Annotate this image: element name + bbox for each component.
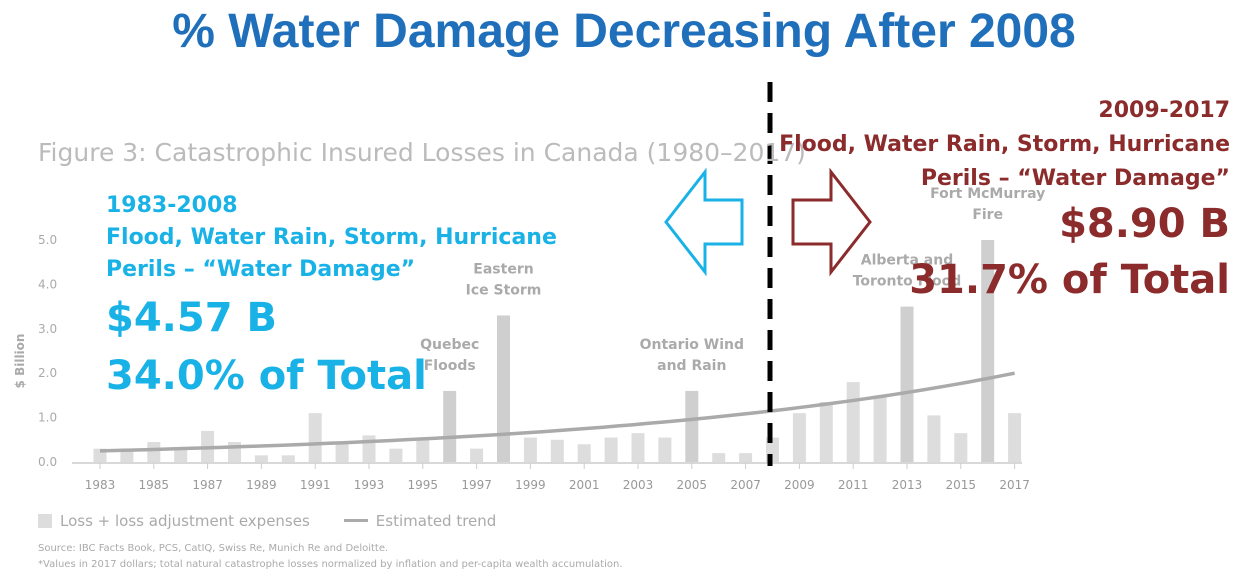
- x-tick-label: 2011: [838, 478, 869, 492]
- bar-1990: [281, 455, 295, 462]
- bar-1986: [174, 448, 188, 462]
- x-tick-label: 1985: [139, 478, 170, 492]
- x-tick-label: 1989: [246, 478, 277, 492]
- x-tick-label: 2007: [730, 478, 761, 492]
- x-tick-label: 1995: [408, 478, 439, 492]
- annotation-label: Floods: [424, 358, 476, 374]
- annotation-label: Fire: [972, 207, 1003, 223]
- y-axis-label: $ Billion: [13, 334, 27, 389]
- annotation-label: and Rain: [657, 358, 726, 374]
- bar-1998: [497, 315, 510, 462]
- bar-2000: [550, 439, 564, 462]
- left-share: 34.0% of Total: [106, 353, 427, 399]
- bar-2010: [819, 402, 833, 462]
- bar-2001: [577, 444, 591, 462]
- bar-1993: [362, 435, 376, 462]
- bar-1991: [308, 413, 322, 462]
- bar-1989: [254, 455, 268, 462]
- left-period-summary: 1983-2008 Flood, Water Rain, Storm, Hurr…: [106, 190, 557, 402]
- x-tick-label: 1987: [192, 478, 223, 492]
- bar-2012: [873, 395, 887, 462]
- y-tick-label: 0.0: [38, 455, 57, 469]
- right-perils-line1: Flood, Water Rain, Storm, Hurricane: [779, 132, 1230, 157]
- x-tick-label: 1983: [85, 478, 116, 492]
- x-tick-label: 1991: [300, 478, 331, 492]
- left-amount: $4.57 B: [106, 295, 277, 341]
- right-arrow-icon: [791, 167, 872, 277]
- bar-2013: [900, 306, 914, 462]
- left-period-label: 1983-2008: [106, 193, 238, 218]
- x-tick-label: 1993: [354, 478, 385, 492]
- x-tick-label: 2017: [999, 478, 1030, 492]
- legend-bar-label: Loss + loss adjustment expenses: [60, 512, 310, 530]
- bar-2015: [954, 433, 968, 462]
- annotation-label: Toronto Flood: [853, 274, 962, 290]
- annotation-label: Fort McMurray: [930, 186, 1045, 202]
- annotation-label: Quebec: [420, 337, 479, 353]
- bar-2016: [981, 240, 995, 462]
- y-tick-label: 5.0: [38, 233, 57, 247]
- legend-trend-swatch: [343, 519, 368, 522]
- bar-1996: [443, 390, 457, 462]
- x-tick-label: 2005: [677, 478, 708, 492]
- bar-2017: [1008, 413, 1022, 462]
- left-perils-line2: Perils – “Water Damage”: [106, 257, 416, 282]
- trend-line: [99, 371, 1015, 453]
- x-tick-label: 1999: [515, 478, 546, 492]
- y-tick-label: 3.0: [38, 322, 57, 336]
- bar-2014: [927, 415, 941, 462]
- bar-1999: [523, 437, 537, 462]
- bar-2005: [685, 390, 699, 462]
- figure-title: Figure 3: Catastrophic Insured Losses in…: [38, 138, 806, 167]
- bar-2011: [846, 382, 860, 462]
- bar-2006: [712, 453, 726, 462]
- right-period-label: 2009-2017: [1098, 98, 1230, 123]
- bar-2002: [604, 437, 618, 462]
- y-tick-label: 2.0: [38, 366, 57, 380]
- left-perils-line1: Flood, Water Rain, Storm, Hurricane: [106, 225, 557, 250]
- x-tick-label: 2003: [623, 478, 654, 492]
- bar-1997: [470, 448, 484, 462]
- annotation-label: Eastern: [473, 261, 533, 277]
- bar-1995: [416, 437, 430, 462]
- legend-bar-swatch: [38, 514, 52, 528]
- main-title: % Water Damage Decreasing After 2008: [172, 5, 1076, 58]
- x-tick-label: 2001: [569, 478, 600, 492]
- source-note: Source: IBC Facts Book, PCS, CatIQ, Swis…: [38, 543, 389, 554]
- bar-1992: [335, 443, 349, 462]
- bar-1994: [389, 448, 403, 462]
- x-tick-label: 2015: [946, 478, 977, 492]
- chart-legend: Loss + loss adjustment expenses Estimated…: [38, 512, 496, 530]
- legend-trend-label: Estimated trend: [375, 512, 497, 530]
- y-tick-label: 4.0: [38, 277, 57, 291]
- bar-2009: [792, 413, 806, 462]
- x-tick-label: 2013: [892, 478, 923, 492]
- y-tick-label: 1.0: [38, 411, 57, 425]
- right-perils-line2: Perils – “Water Damage”: [920, 166, 1230, 191]
- annotation-label: Ontario Wind: [640, 337, 744, 353]
- annotation-label: Alberta and: [861, 253, 954, 269]
- x-tick-label: 1997: [461, 478, 492, 492]
- bar-2007: [739, 453, 753, 462]
- bar-2004: [658, 437, 672, 462]
- footnote: *Values in 2017 dollars; total natural c…: [38, 559, 623, 570]
- right-amount: $8.90 B: [1059, 201, 1230, 247]
- left-arrow-icon: [664, 167, 744, 277]
- x-tick-label: 2009: [784, 478, 815, 492]
- right-period-summary: 2009-2017 Flood, Water Rain, Storm, Hurr…: [770, 94, 1230, 308]
- bar-2003: [631, 433, 645, 462]
- annotation-label: Ice Storm: [466, 282, 542, 298]
- right-share: 31.7% of Total: [909, 257, 1230, 303]
- bar-1985: [147, 442, 161, 462]
